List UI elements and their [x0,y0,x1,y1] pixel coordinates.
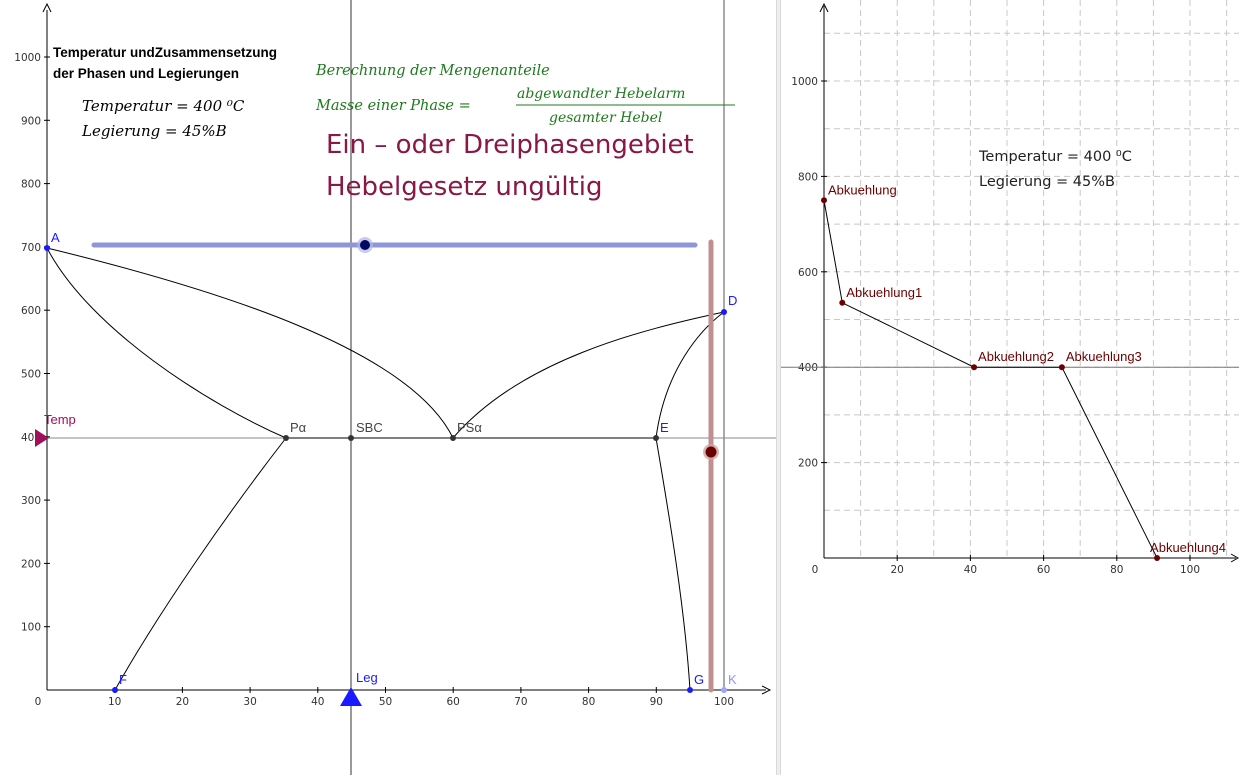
lever-handle-horizontal-core[interactable] [360,240,370,250]
right-x-tick-label: 0 [812,564,819,576]
left-y-tick-label: 800 [21,179,41,191]
point-a-label: A [51,230,60,245]
y-axis-arrow [42,2,52,13]
diagram-points: A D E F G K Pα SBC PSα [44,230,737,693]
alloy-formula: Legierung = 45%B [81,122,227,140]
cooling-point[interactable] [821,197,827,204]
r-x-axis-arrow [1230,553,1239,563]
cooling-point-label: Abkuehlung4 [1150,540,1226,555]
left-x-tick-label: 50 [379,696,392,708]
left-x-tick-label: 90 [650,696,663,708]
right-x-tick-label: 40 [964,564,977,576]
right-y-tick-label: 200 [798,458,818,470]
left-y-tick-label: 1000 [14,52,41,64]
point-f[interactable] [112,687,118,693]
lever-lhs: Masse einer Phase = [315,98,471,114]
left-y-tick-label: 600 [21,305,41,317]
left-x-tick-label: 60 [447,696,460,708]
left-y-tick-label: 700 [21,242,41,254]
cooling-point-label: Abkuehlung3 [1066,349,1142,364]
left-y-tick-label: 300 [21,495,41,507]
solidus-right-upper [655,311,725,439]
point-sbc[interactable] [348,435,354,441]
temp-slider-label: Temp [44,412,76,427]
temp-slider-triangle[interactable] [35,429,49,447]
liquidus-left [46,247,287,439]
point-e-label: E [660,420,669,435]
point-p-alpha[interactable] [283,435,289,441]
right-y-tick-label: 600 [798,267,818,279]
right-grid [824,0,1239,558]
cooling-point-label: Abkuehlung1 [846,285,922,300]
cooling-point-label: Abkuehlung [828,182,897,197]
solvus-left [114,437,287,691]
point-k-label: K [728,672,737,687]
right-y-tick-label: 800 [798,171,818,183]
liquidus-right [452,311,725,439]
point-ps-alpha-label: PSα [457,420,482,435]
diagram-title-line1: Temperatur undZusammensetzung [53,45,277,60]
leg-slider-triangle[interactable] [340,687,362,706]
point-f-label: F [119,672,127,687]
cooling-point[interactable] [839,299,846,306]
point-k[interactable] [721,687,727,693]
point-ps-alpha[interactable] [450,435,456,441]
left-y-tick-label: 100 [21,622,41,634]
right-alloy-text: Legierung = 45%B [979,174,1115,190]
cooling-point[interactable] [1154,555,1161,561]
lever-numerator: abgewandter Hebelarm [517,86,685,102]
left-axes: 0 10 20 30 40 50 60 70 80 90 100 10020030040050060… [14,2,772,708]
right-x-tick-label: 80 [1110,564,1123,576]
left-y-tick-label: 200 [21,558,41,570]
warning-line2: Hebelgesetz ungültig [326,172,603,202]
right-x-tick-label: 100 [1180,564,1200,576]
cooling-point[interactable] [1058,364,1065,371]
right-x-tick-label: 60 [1037,564,1050,576]
phase-boundaries [46,247,725,691]
right-y-tick-label: 400 [798,362,818,374]
phase-diagram-view[interactable]: 0 10 20 30 40 50 60 70 80 90 100 10020030040050060… [0,0,776,775]
left-x-tick-label: 100 [714,696,734,708]
right-axes: 0 20 40 60 80 100 200 400 600 800 1000 [791,2,1239,576]
point-sbc-label: SBC [356,420,383,435]
solidus-right-lower [655,437,691,691]
point-g[interactable] [687,687,693,693]
left-x-tick-label: 70 [514,696,527,708]
lever-handle-vertical-core[interactable] [705,446,717,458]
cooling-curve-view[interactable]: 0 20 40 60 80 100 200 400 600 800 1000 Abkuehlung… [781,0,1239,775]
right-y-tick-label: 1000 [791,76,818,88]
r-y-axis-arrow [819,2,829,13]
left-x-tick-label: 0 [35,696,42,708]
point-p-alpha-label: Pα [290,420,307,435]
right-temperature-text: Temperatur = 400 ⁰C [978,149,1132,165]
lever-heading: Berechnung der Mengenanteile [315,63,550,79]
diagram-title-line2: der Phasen und Legierungen [53,66,239,81]
left-x-tick-label: 30 [243,696,256,708]
point-g-label: G [694,672,704,687]
point-d-label: D [728,293,737,308]
cooling-point-label: Abkuehlung2 [978,349,1054,364]
right-x-tick-label: 20 [891,564,904,576]
leg-slider-label: Leg [356,670,378,685]
cooling-point[interactable] [971,364,978,371]
temperature-formula: Temperatur = 400 ⁰C [82,97,245,115]
point-e[interactable] [653,435,659,441]
left-x-tick-label: 80 [582,696,595,708]
x-axis-arrow [761,685,772,695]
left-x-tick-label: 20 [176,696,189,708]
left-y-tick-label: 900 [21,115,41,127]
warning-line1: Ein – oder Dreiphasengebiet [326,130,694,160]
lever-denominator: gesamter Hebel [549,110,662,126]
left-y-tick-label: 500 [21,369,41,381]
point-a[interactable] [44,245,50,251]
view-splitter[interactable] [776,0,781,775]
left-x-tick-label: 10 [108,696,121,708]
cooling-curve [823,200,1158,559]
left-x-tick-label: 40 [311,696,324,708]
liquidus-middle [46,247,454,439]
point-d[interactable] [721,309,727,315]
